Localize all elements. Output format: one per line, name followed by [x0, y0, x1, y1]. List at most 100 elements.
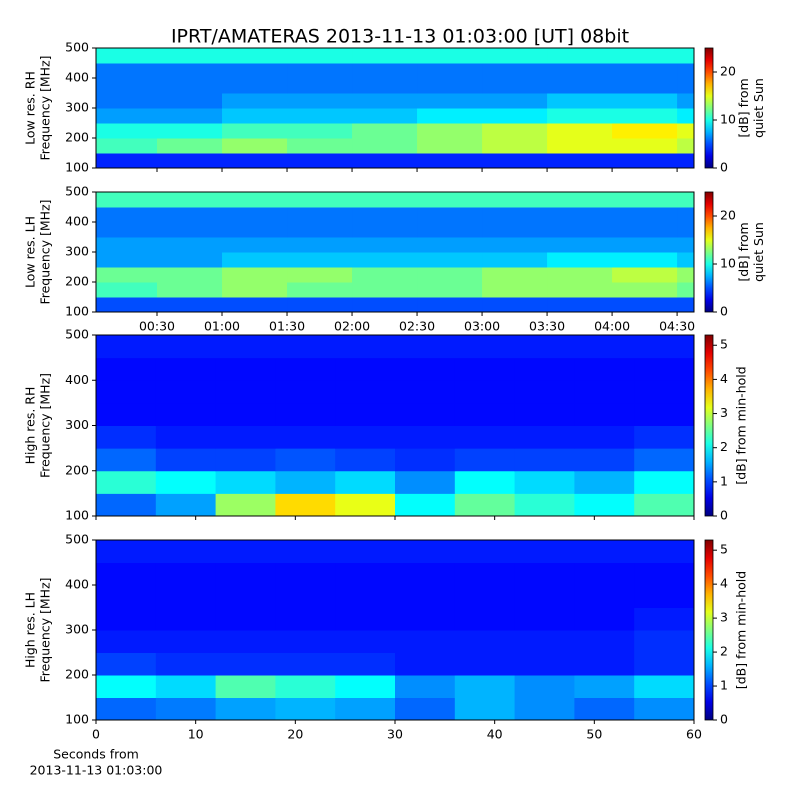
y-tick-label: 300: [65, 100, 89, 115]
colorbar-tick-label: 0: [720, 160, 728, 175]
heatmap-cell: [222, 48, 288, 64]
heatmap-cell: [215, 448, 276, 472]
heatmap-cell: [547, 108, 613, 124]
heatmap-cell: [677, 297, 694, 312]
heatmap-cell: [215, 335, 276, 359]
colorbar-tick-label: 3: [720, 405, 728, 420]
heatmap-cell: [514, 380, 575, 404]
colorbar-label: [dB] from: [736, 78, 751, 137]
heatmap-cell: [287, 237, 353, 253]
heatmap-cell: [677, 222, 694, 238]
colorbar: [704, 539, 714, 721]
heatmap-cell: [482, 267, 548, 283]
heatmap-cell: [287, 297, 353, 312]
colorbar-tick-label: 5: [720, 542, 728, 557]
heatmap-cell: [155, 380, 217, 404]
heatmap-cell: [157, 207, 223, 223]
heatmap-cell: [482, 297, 548, 312]
heatmap-cell: [275, 357, 336, 381]
heatmap: [96, 335, 694, 516]
heatmap-cell: [612, 78, 678, 94]
heatmap-cell: [547, 237, 613, 253]
y-tick-label: 500: [65, 327, 89, 342]
heatmap-cell: [157, 297, 223, 312]
heatmap-cell: [634, 697, 694, 720]
heatmap-cell: [574, 675, 635, 698]
heatmap-cell: [634, 607, 694, 631]
heatmap-cell: [287, 252, 353, 268]
heatmap-cell: [96, 652, 157, 676]
heatmap-cell: [275, 630, 336, 653]
heatmap-cell: [574, 335, 635, 359]
heatmap-cell: [275, 493, 336, 516]
chart-title: IPRT/AMATERAS 2013-11-13 01:03:00 [UT] 0…: [171, 26, 629, 48]
heatmap-cell: [215, 607, 276, 631]
colorbar-tick-label: 10: [720, 112, 736, 127]
heatmap-cell: [482, 123, 548, 139]
colorbar: [704, 334, 714, 517]
heatmap-cell: [335, 652, 396, 676]
heatmap-cell: [287, 93, 353, 109]
heatmap-cell: [454, 470, 516, 494]
heatmap-cell: [574, 425, 635, 449]
heatmap-cell: [96, 138, 158, 154]
heatmap-cell: [514, 470, 575, 494]
heatmap-cell: [352, 222, 418, 238]
heatmap-cell: [96, 607, 157, 631]
colorbar-label: [dB] from min-hold: [734, 366, 749, 484]
heatmap-cell: [155, 540, 217, 563]
heatmap-cell: [395, 652, 456, 676]
heatmap-cell: [96, 697, 157, 720]
y-axis-label: Low res. RH: [23, 71, 38, 145]
heatmap-cell: [574, 540, 635, 563]
heatmap-cell: [677, 252, 694, 268]
heatmap-cell: [222, 192, 288, 208]
heatmap-cell: [222, 207, 288, 223]
heatmap-cell: [335, 562, 396, 586]
heatmap-cell: [352, 297, 418, 312]
heatmap-cell: [352, 237, 418, 253]
heatmap-cell: [275, 585, 336, 608]
heatmap-cell: [417, 123, 483, 139]
heatmap-cell: [547, 207, 613, 223]
heatmap-cell: [417, 153, 483, 168]
heatmap-cell: [215, 357, 276, 381]
heatmap-cell: [222, 138, 288, 154]
heatmap-cell: [215, 470, 276, 494]
heatmap-cell: [634, 402, 694, 426]
heatmap-cell: [395, 697, 456, 720]
heatmap-cell: [514, 402, 575, 426]
heatmap-cell: [287, 153, 353, 168]
y-axis-label: Frequency [MHz]: [38, 373, 53, 478]
heatmap-cell: [155, 448, 217, 472]
y-tick-label: 300: [65, 244, 89, 259]
heatmap-cell: [612, 192, 678, 208]
y-tick-label: 500: [65, 184, 89, 199]
heatmap-cell: [335, 607, 396, 631]
x-tick-label: 50: [586, 727, 602, 742]
heatmap-cell: [634, 425, 694, 449]
heatmap-cell: [677, 153, 694, 168]
heatmap-cell: [352, 63, 418, 79]
heatmap-cell: [634, 470, 694, 494]
heatmap-cell: [275, 540, 336, 563]
heatmap-cell: [634, 380, 694, 404]
heatmap-cell: [287, 108, 353, 124]
heatmap-cell: [335, 540, 396, 563]
heatmap-cell: [222, 282, 288, 298]
heatmap: [96, 192, 694, 312]
heatmap-cell: [417, 63, 483, 79]
heatmap-cell: [547, 192, 613, 208]
heatmap: [96, 540, 694, 720]
colorbar-label: [dB] from min-hold: [734, 571, 749, 689]
heatmap-cell: [677, 207, 694, 223]
colorbar-tick-label: 0: [720, 304, 728, 319]
heatmap-cell: [335, 493, 396, 516]
x-tick-label: 40: [487, 727, 503, 742]
heatmap-cell: [155, 675, 217, 698]
heatmap-cell: [335, 697, 396, 720]
heatmap-cell: [454, 652, 516, 676]
heatmap-cell: [96, 630, 157, 653]
y-axis-label: Low res. LH: [23, 216, 38, 288]
